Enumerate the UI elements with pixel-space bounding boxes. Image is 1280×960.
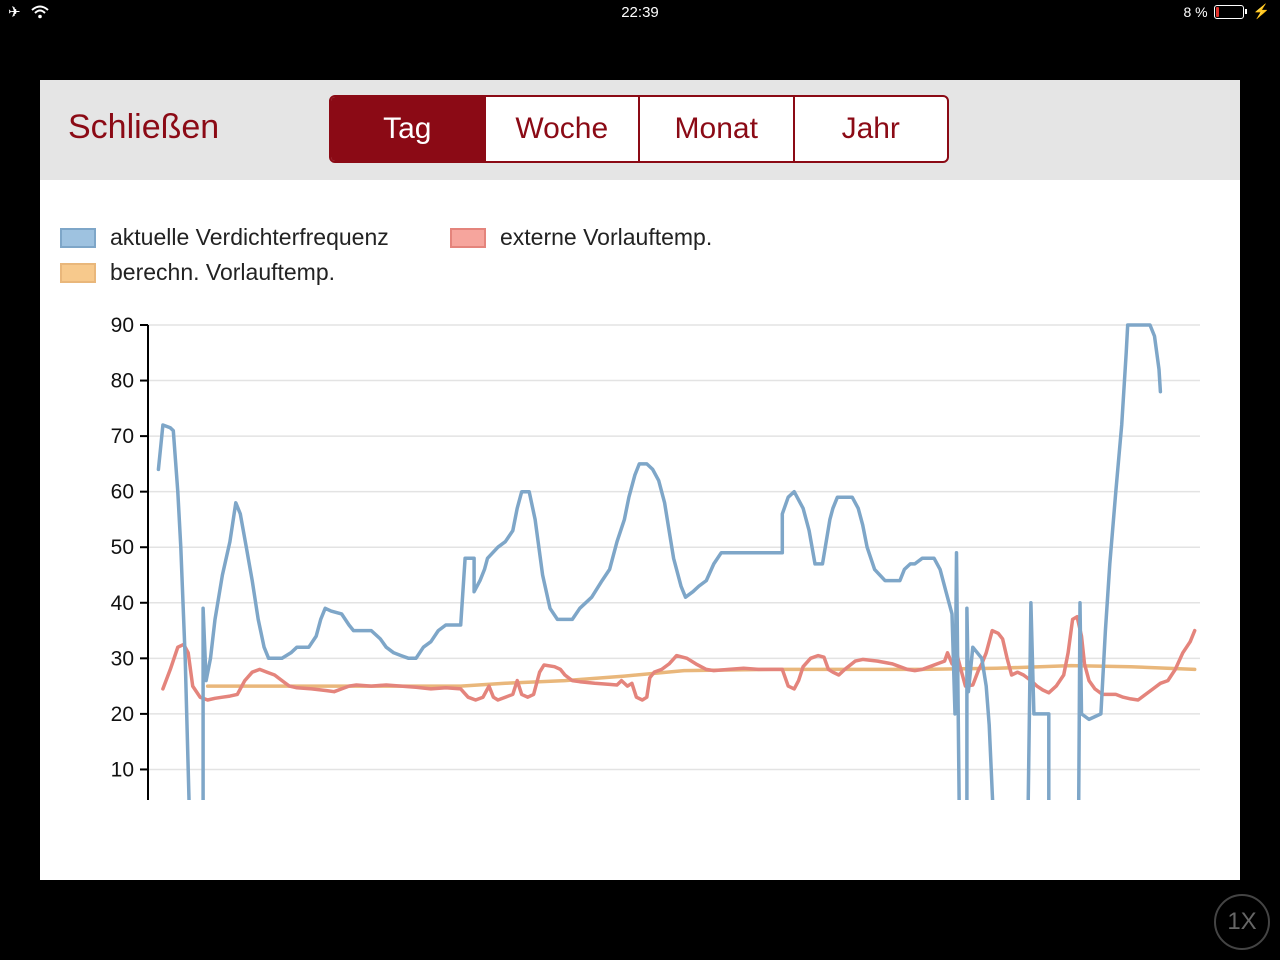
y-tick-label: 90 (111, 314, 134, 337)
airplane-icon: ✈ (8, 4, 21, 21)
status-left: ✈ (8, 3, 49, 21)
chart-panel: Schließen Tag Woche Monat Jahr aktuelle … (40, 80, 1240, 880)
tab-tag[interactable]: Tag (331, 97, 484, 161)
y-tick-label: 70 (111, 425, 134, 448)
tab-woche[interactable]: Woche (483, 97, 639, 161)
chart-legend: aktuelle Verdichterfrequenz externe Vorl… (60, 220, 860, 290)
series-line-1 (161, 614, 1197, 702)
legend-label: externe Vorlauftemp. (500, 224, 713, 250)
legend-item-berechn: berechn. Vorlauftemp. (60, 259, 335, 286)
y-tick-label: 20 (111, 703, 134, 726)
panel-header: Schließen Tag Woche Monat Jahr (40, 80, 1240, 180)
charging-icon: ⚡ (1252, 3, 1270, 19)
battery-tip (1244, 9, 1247, 14)
battery-icon (1213, 4, 1244, 19)
status-bar: ✈ 22:39 8 % ⚡ (0, 0, 1280, 26)
legend-item-frequenz: aktuelle Verdichterfrequenz (60, 224, 389, 251)
y-tick-label: 50 (111, 536, 134, 559)
close-button[interactable]: Schließen (68, 108, 220, 146)
legend-label: aktuelle Verdichterfrequenz (110, 224, 389, 250)
legend-label: berechn. Vorlauftemp. (110, 259, 336, 285)
zoom-button[interactable]: 1X (1214, 894, 1270, 950)
tab-monat[interactable]: Monat (638, 97, 793, 161)
y-tick-label: 60 (111, 481, 134, 504)
legend-swatch-blue (60, 227, 96, 248)
series-line-0 (156, 323, 1163, 800)
legend-swatch-red (450, 227, 486, 248)
tab-jahr[interactable]: Jahr (792, 97, 948, 161)
legend-swatch-orange (60, 262, 96, 283)
y-tick-label: 80 (111, 370, 134, 393)
period-selector: Tag Woche Monat Jahr (329, 95, 949, 163)
status-time: 22:39 (621, 4, 659, 21)
y-tick-label: 10 (111, 758, 134, 781)
y-tick-label: 30 (111, 647, 134, 670)
line-chart: 010203040506070809000:0004:0008:0012:001… (111, 314, 1200, 800)
battery-percent: 8 % (1183, 3, 1208, 20)
status-right: 8 % ⚡ (1183, 3, 1270, 20)
y-tick-label: 40 (111, 592, 134, 615)
legend-item-extern: externe Vorlauftemp. (450, 224, 712, 251)
series-line-2 (205, 663, 1197, 688)
wifi-icon (30, 5, 49, 19)
